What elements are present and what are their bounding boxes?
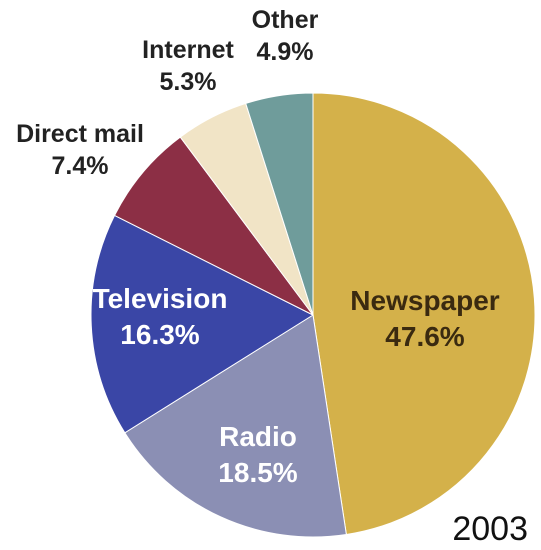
slice-value-newspaper: 47.6%	[385, 321, 464, 352]
slice-label-television: Television	[93, 283, 228, 314]
slice-value-direct-mail: 7.4%	[52, 152, 109, 180]
slice-value-radio: 18.5%	[218, 457, 297, 488]
slice-label-other: Other	[252, 6, 319, 34]
pie-slice-radio	[124, 314, 347, 538]
year-annotation: 2003	[452, 510, 528, 548]
pie-slice-television	[90, 214, 315, 434]
pie-labels: Newspaper 47.6% Radio 18.5% Television 16.3% D…	[16, 6, 500, 488]
pie-slice-other	[245, 92, 314, 316]
pie-slices	[90, 92, 536, 538]
slice-value-internet: 5.3%	[160, 68, 217, 96]
slice-label-internet: Internet	[142, 36, 234, 64]
slice-label-newspaper: Newspaper	[350, 285, 499, 316]
slice-label-direct-mail: Direct mail	[16, 120, 144, 148]
pie-slice-direct-mail	[113, 136, 314, 316]
slice-value-television: 16.3%	[120, 319, 199, 350]
slice-value-other: 4.9%	[257, 38, 314, 66]
pie-slice-newspaper	[312, 92, 536, 536]
slice-label-radio: Radio	[219, 421, 297, 452]
